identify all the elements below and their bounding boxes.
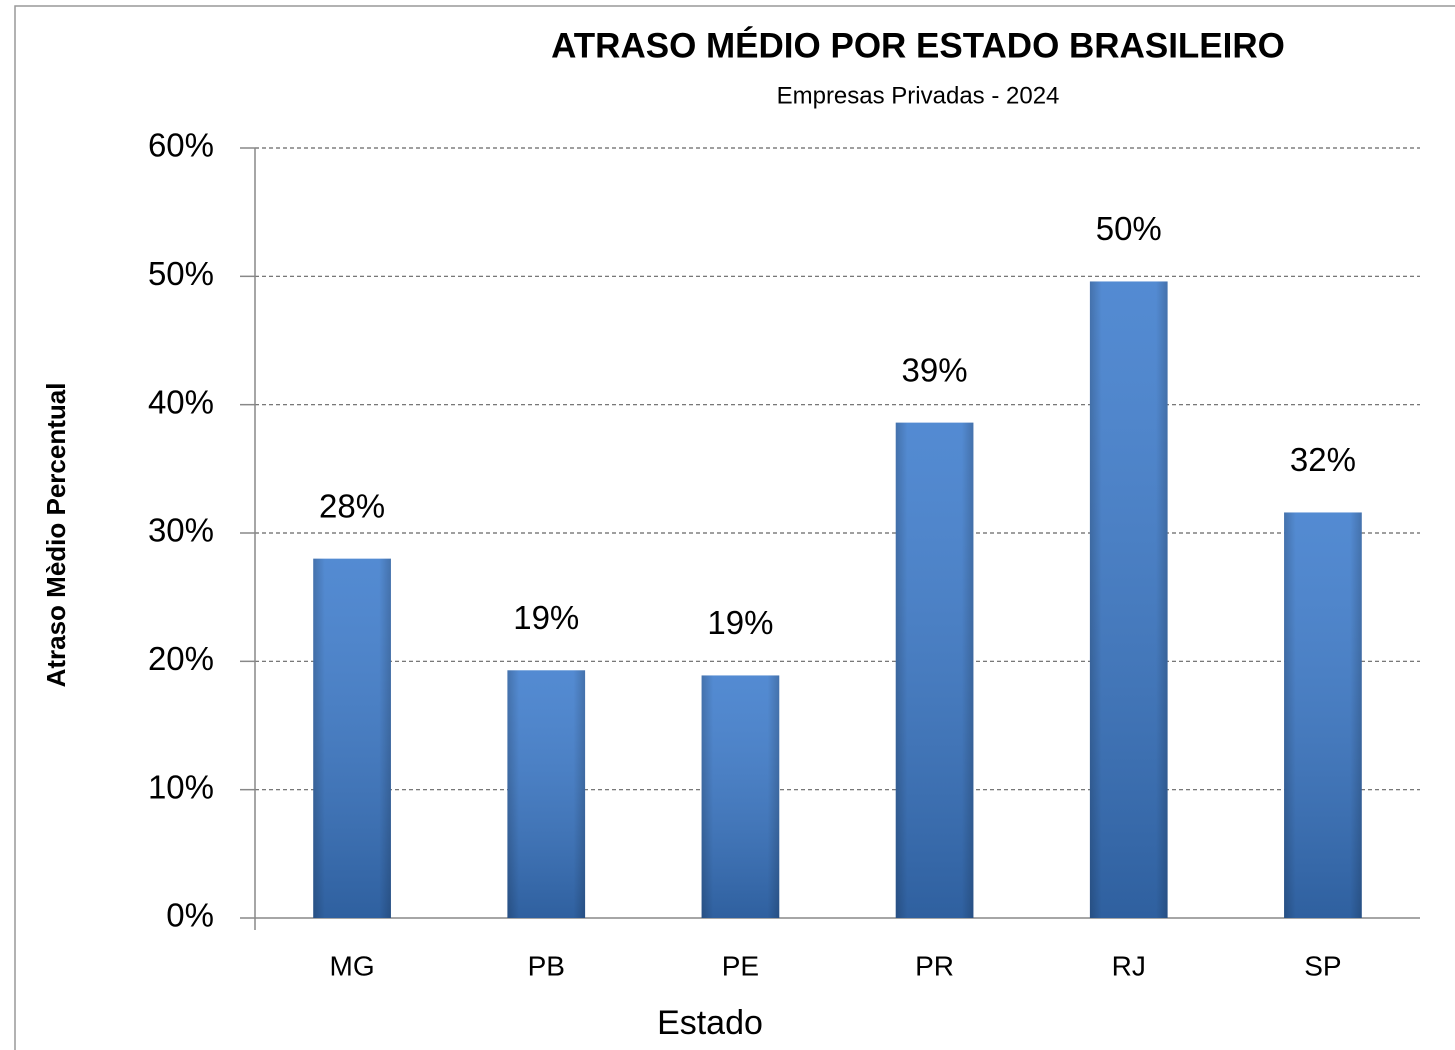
chart-title: ATRASO MÉDIO POR ESTADO BRASILEIRO bbox=[551, 25, 1285, 65]
x-tick-label: PE bbox=[722, 950, 759, 981]
x-tick-label: PR bbox=[915, 950, 954, 981]
y-tick-label: 10% bbox=[148, 768, 214, 805]
bar-shade bbox=[701, 675, 780, 918]
data-label: 19% bbox=[707, 604, 773, 641]
x-tick-label: SP bbox=[1304, 950, 1341, 981]
x-tick-label: PB bbox=[528, 950, 565, 981]
y-tick-label: 60% bbox=[148, 127, 214, 164]
y-axis-title: Atraso Mèdio Percentual bbox=[41, 383, 71, 688]
y-tick-label: 50% bbox=[148, 255, 214, 292]
data-label: 50% bbox=[1096, 210, 1162, 247]
x-axis-title: Estado bbox=[657, 1004, 763, 1042]
data-label: 39% bbox=[902, 351, 968, 388]
bar-shade bbox=[1089, 281, 1168, 918]
data-label: 32% bbox=[1290, 441, 1356, 478]
data-label: 28% bbox=[319, 487, 385, 524]
x-tick-label: RJ bbox=[1112, 950, 1146, 981]
chart-subtitle: Empresas Privadas - 2024 bbox=[777, 82, 1060, 109]
bar-shade bbox=[895, 422, 974, 918]
x-tick-label: MG bbox=[330, 950, 375, 981]
bar-shade bbox=[1284, 512, 1362, 918]
y-tick-label: 30% bbox=[148, 512, 214, 549]
bar-shade bbox=[313, 558, 391, 918]
data-label: 19% bbox=[513, 599, 579, 636]
chart-border bbox=[14, 5, 1455, 1050]
y-tick-label: 40% bbox=[148, 383, 214, 420]
y-tick-label: 20% bbox=[148, 640, 214, 677]
y-tick-label: 0% bbox=[166, 897, 214, 934]
bar-shade bbox=[507, 670, 586, 918]
